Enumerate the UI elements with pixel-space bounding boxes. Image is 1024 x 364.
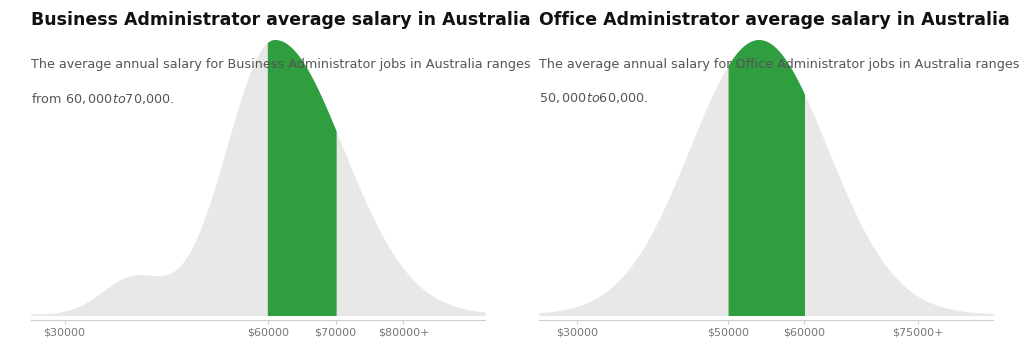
Text: Office Administrator average salary in Australia: Office Administrator average salary in A…	[540, 11, 1010, 29]
Text: Business Administrator average salary in Australia: Business Administrator average salary in…	[31, 11, 530, 29]
Text: The average annual salary for Business Administrator jobs in Australia ranges: The average annual salary for Business A…	[31, 58, 530, 71]
Text: The average annual salary for Office Administrator jobs in Australia ranges from: The average annual salary for Office Adm…	[540, 58, 1024, 71]
Text: from $60,000 to $70,000.: from $60,000 to $70,000.	[31, 91, 174, 106]
Text: $50,000 to $60,000.: $50,000 to $60,000.	[540, 91, 648, 105]
